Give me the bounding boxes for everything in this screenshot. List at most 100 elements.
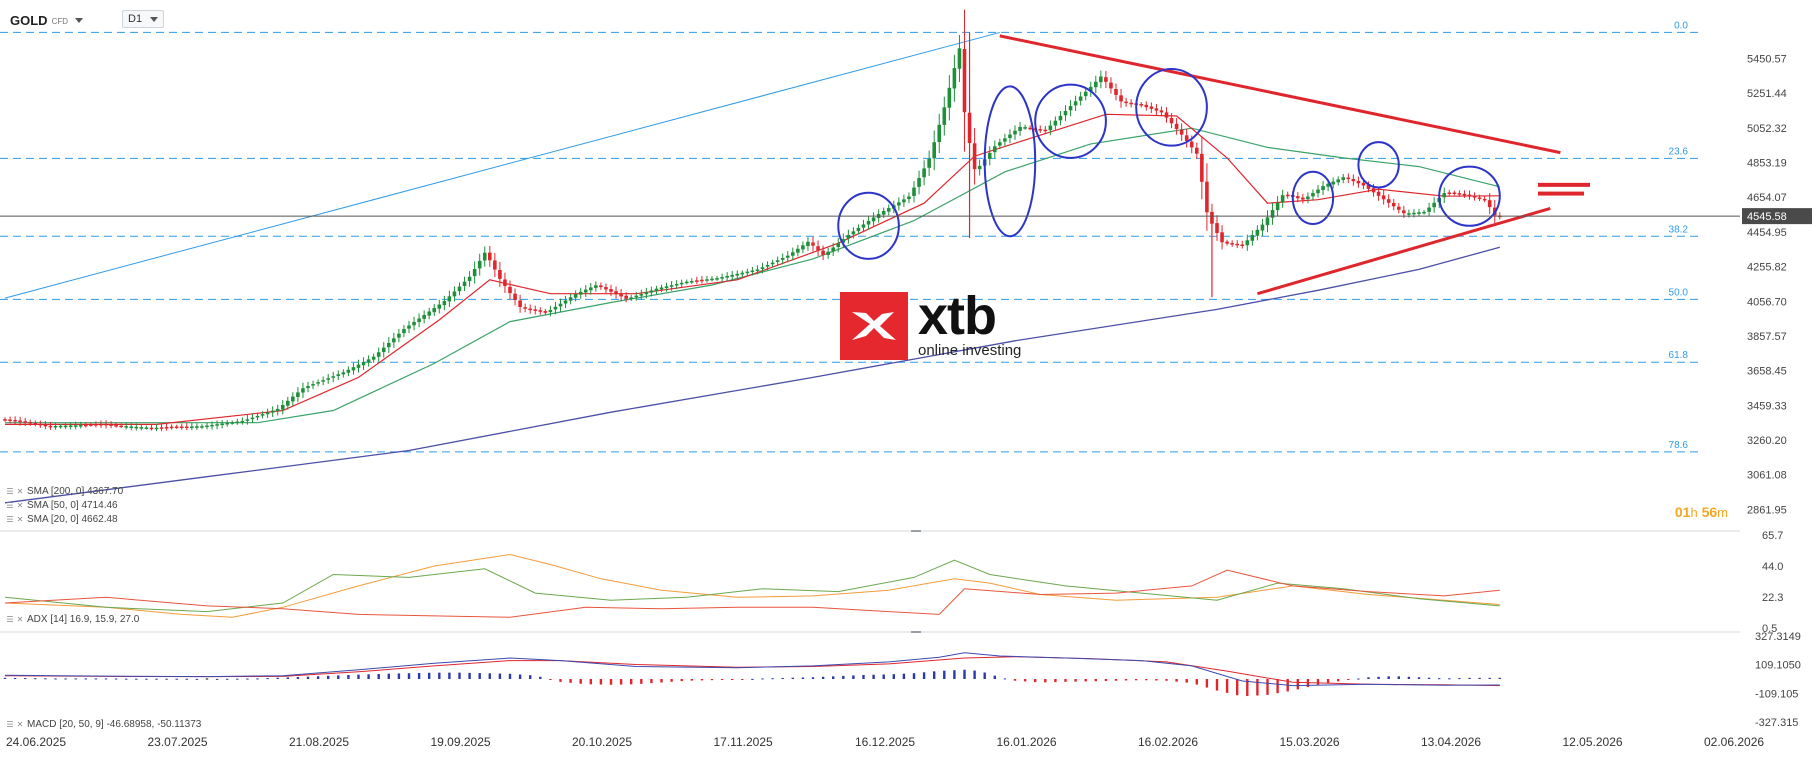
candle-body [1447,192,1452,194]
candle-body [563,300,568,304]
macd-histogram-bar [973,670,976,679]
candle-body [725,275,729,278]
candle-body [1417,212,1421,214]
adx-axis-label: 0.5 [1762,623,1777,635]
macd-histogram-bar [1145,679,1148,681]
macd-histogram-bar [771,678,774,680]
legend-adx[interactable]: ☰ ✕ ADX [14] 16.9, 15.9, 27.0 [6,614,139,625]
macd-histogram-bar [731,679,734,680]
macd-histogram-bar [660,679,663,683]
candle-body [336,374,341,377]
macd-histogram-bar [1185,679,1188,683]
candle-body [215,424,219,426]
macd-histogram-bar [1498,677,1501,679]
candle-body [28,422,33,424]
settings-icon[interactable]: ☰ [6,614,14,624]
macd-histogram-bar [680,679,683,682]
candle-body [1422,211,1426,214]
xtb-logo: xtb online investing [840,289,1021,360]
macd-histogram-bar [579,679,582,684]
macd-histogram-bar [215,678,219,680]
candle-body [1427,207,1431,212]
candle-body [1402,210,1406,214]
candle-body [1331,181,1335,185]
macd-histogram-bar [539,676,542,679]
close-icon[interactable]: ✕ [16,514,24,524]
candle-body [922,168,926,178]
candle-body [1139,104,1144,106]
macd-histogram-bar [882,674,885,679]
symbol-selector[interactable]: GOLD CFD [10,10,84,30]
time-axis-label: 15.03.2026 [1280,735,1340,749]
candle-body [902,199,906,203]
macd-histogram-bar [387,673,390,679]
candle-body [730,274,734,277]
candle-body [346,369,351,373]
macd-histogram-bar [417,672,421,679]
candle-body [169,426,174,429]
legend-sma50[interactable]: ☰ ✕ SMA [50, 0] 4714.46 [6,500,117,511]
close-icon[interactable]: ✕ [16,500,24,510]
candle-body [851,231,856,235]
candle-body [755,269,760,271]
candle-body [831,247,835,252]
macd-histogram-bar [1468,677,1471,679]
macd-histogram-bar [1407,676,1411,679]
candle-body [710,278,714,281]
candle-body [498,270,502,279]
settings-icon[interactable]: ☰ [6,486,14,496]
candle-body [8,419,12,422]
macd-histogram-bar [337,675,340,679]
macd-histogram-bar [630,679,633,685]
timer-hours-unit: h [1690,505,1698,520]
candle-body [881,210,886,215]
settings-icon[interactable]: ☰ [6,500,14,510]
macd-histogram-bar [1094,679,1097,682]
macd-histogram-bar [357,674,360,679]
macd-histogram-bar [296,677,300,679]
candle-body [695,280,699,282]
candle-body [200,426,204,428]
candle-body [129,426,134,428]
candle-body [58,425,63,428]
candle-body [856,227,861,231]
macd-histogram-bar [1337,679,1340,682]
price-axis-label: 3857.57 [1747,331,1787,343]
legend-sma200[interactable]: ☰ ✕ SMA [200, 0] 4367.70 [6,486,123,497]
candle-body [190,426,194,429]
candle-body [1260,224,1265,231]
candle-body [1154,108,1159,111]
macd-histogram-bar [468,672,471,679]
candle-body [750,270,755,273]
settings-icon[interactable]: ☰ [6,514,14,524]
close-icon[interactable]: ✕ [16,719,24,729]
candle-body [1159,110,1164,113]
price-axis-label: 3061.08 [1747,470,1787,482]
close-icon[interactable]: ✕ [16,614,24,624]
fib-level-label: 50.0 [1669,287,1689,298]
macd-histogram-bar [1236,679,1239,696]
price-axis-label: 5251.44 [1747,88,1787,100]
pane-resize-handle [911,631,921,633]
candle-body [1356,180,1361,184]
macd-histogram-bar [145,678,148,680]
candle-body [1013,130,1017,135]
macd-histogram-bar [104,678,108,680]
candle-body [407,325,411,329]
macd-histogram-bar [1013,679,1017,681]
candle-countdown: 01h 56m [1675,504,1728,520]
legend-sma20[interactable]: ☰ ✕ SMA [20, 0] 4662.48 [6,514,117,525]
settings-icon[interactable]: ☰ [6,719,14,729]
macd-histogram-bar [963,669,966,679]
close-icon[interactable]: ✕ [16,486,24,496]
candle-body [1008,134,1012,139]
candle-body [1371,188,1376,193]
candle-body [962,48,967,113]
legend-macd[interactable]: ☰ ✕ MACD [20, 50, 9] -46.68958, -50.11373 [6,719,201,730]
macd-histogram-bar [1427,677,1431,679]
timeframe-selector[interactable]: D1 [122,10,164,28]
candle-body [674,283,679,286]
candle-body [791,252,795,256]
